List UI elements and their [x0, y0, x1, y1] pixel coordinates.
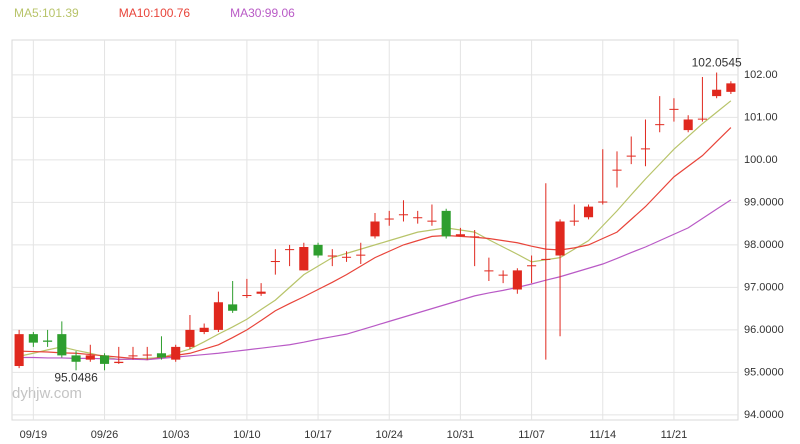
candle-body — [441, 210, 451, 237]
x-tick-label: 11/07 — [518, 429, 545, 441]
candle-body — [57, 334, 67, 356]
candle-body — [156, 353, 167, 358]
x-tick-label: 11/21 — [661, 429, 688, 441]
x-tick-label: 10/10 — [233, 429, 261, 441]
candle-body — [114, 361, 124, 364]
candle-body — [242, 295, 252, 297]
candle-body — [370, 221, 380, 237]
y-tick-label: 100.00 — [744, 154, 778, 166]
ma-line — [19, 127, 732, 361]
candle-body — [527, 265, 537, 267]
y-tick-label: 98.0000 — [744, 239, 784, 251]
candle-body — [697, 118, 707, 120]
candle-body — [626, 155, 636, 157]
candle-body — [640, 148, 651, 150]
x-tick-label: 09/19 — [20, 429, 48, 441]
candle-body — [541, 258, 551, 260]
candle-body — [356, 254, 366, 256]
legend-entry: MA5:101.39 — [14, 6, 79, 20]
x-tick-label: 10/03 — [162, 429, 190, 441]
candle-body — [14, 334, 24, 367]
candle-body — [555, 221, 565, 256]
candle-body — [683, 119, 693, 131]
candle-body — [612, 169, 622, 171]
candle-body — [341, 256, 352, 258]
x-tick-label: 10/31 — [447, 429, 475, 441]
legend-entry: MA10:100.76 — [119, 6, 191, 20]
candle-body — [256, 291, 266, 294]
candle-body — [171, 346, 181, 360]
candle-body — [384, 218, 394, 220]
candle-body — [199, 327, 209, 333]
candle-body — [213, 302, 223, 330]
candle-body — [128, 355, 138, 357]
candle-body — [270, 261, 280, 263]
x-tick-label: 10/17 — [304, 429, 332, 441]
candle-body — [43, 340, 53, 342]
plot-frame — [11, 39, 739, 421]
candle-body — [413, 217, 423, 219]
legend-entry: MA30:99.06 — [230, 6, 295, 20]
y-tick-label: 97.0000 — [744, 281, 784, 293]
candle-body — [583, 206, 594, 218]
candle-body — [85, 355, 95, 360]
y-tick-label: 101.00 — [744, 111, 778, 123]
candle-body — [427, 220, 437, 222]
ma-line — [19, 199, 732, 361]
candle-body — [712, 89, 722, 97]
candle-body — [569, 220, 579, 222]
min-label: 95.0486 — [54, 370, 98, 384]
candle-body — [484, 270, 494, 272]
y-tick-label: 96.0000 — [744, 324, 784, 336]
candle-body — [498, 274, 508, 276]
y-tick-label: 102.00 — [744, 69, 778, 81]
candle-body — [726, 83, 736, 92]
candle-body — [28, 334, 38, 343]
x-tick-label: 10/24 — [375, 429, 403, 441]
candle-body — [327, 255, 337, 257]
candle-body — [299, 247, 309, 271]
candle-body — [228, 304, 238, 311]
candle-body — [655, 124, 665, 126]
candle-body — [669, 108, 679, 110]
candle-body — [470, 236, 480, 238]
candle-body — [512, 270, 522, 290]
candle-body — [598, 201, 608, 203]
watermark: dyhjw.com — [12, 385, 82, 402]
candle-body — [99, 355, 110, 364]
max-label: 102.0545 — [692, 56, 742, 70]
y-tick-label: 94.0000 — [744, 409, 784, 421]
candle-body — [398, 214, 409, 216]
y-tick-label: 99.0000 — [744, 196, 784, 208]
candle-body — [71, 355, 81, 362]
x-tick-label: 09/26 — [91, 429, 119, 441]
candle-body — [455, 234, 465, 237]
candle-body — [185, 329, 195, 347]
candle-body — [142, 354, 152, 356]
candle-body — [313, 244, 323, 256]
candle-body — [285, 249, 295, 251]
x-tick-label: 11/14 — [589, 429, 616, 441]
y-tick-label: 95.0000 — [744, 366, 784, 378]
